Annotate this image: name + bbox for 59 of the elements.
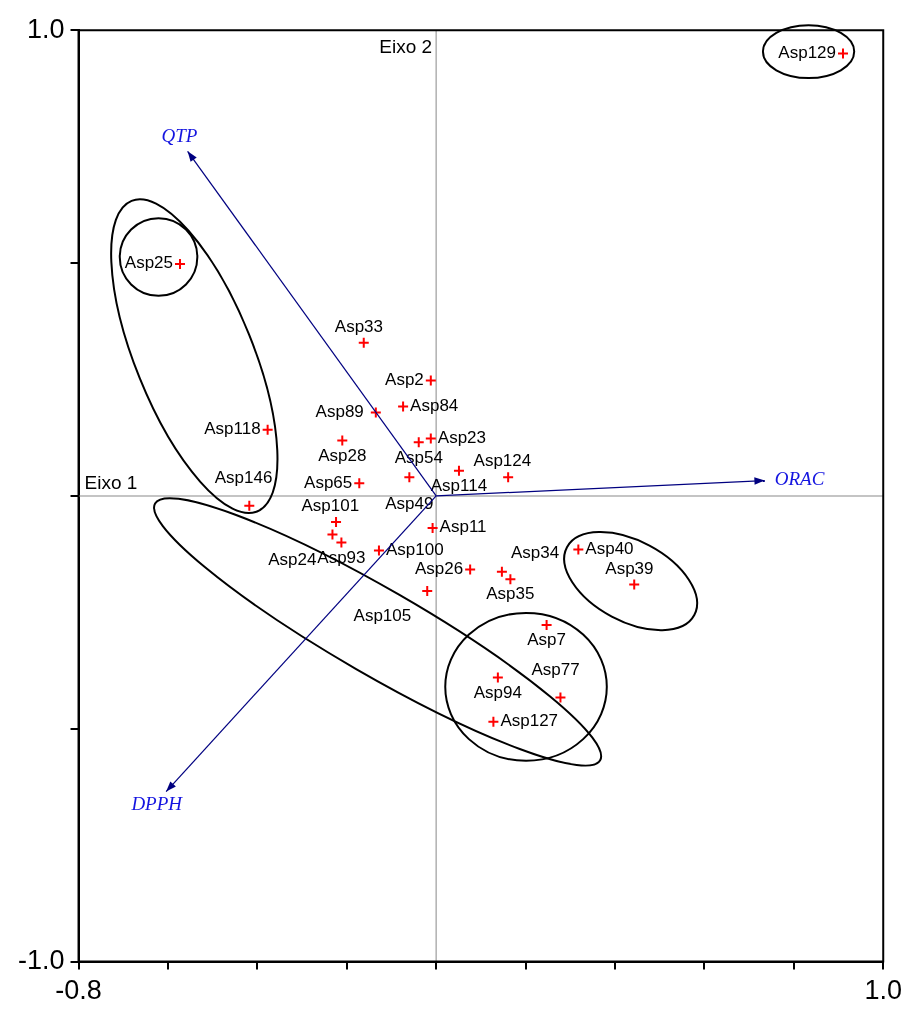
y-tick-label: -1.0 — [17, 945, 65, 976]
data-label: Asp105 — [353, 606, 412, 626]
data-label: Asp65 — [304, 472, 353, 492]
point — [353, 477, 366, 490]
data-label: Asp28 — [318, 445, 367, 465]
point — [397, 400, 410, 413]
data-label: Asp33 — [334, 316, 384, 336]
point — [502, 471, 515, 484]
data-label: Asp129 — [778, 42, 837, 62]
data-label: Asp118 — [204, 418, 261, 438]
point — [335, 536, 348, 549]
point — [464, 563, 477, 576]
data-label: Asp127 — [500, 710, 559, 730]
point — [412, 436, 425, 449]
data-label: Asp34 — [510, 543, 560, 562]
point — [326, 528, 339, 541]
point — [403, 471, 416, 484]
data-label: Asp26 — [414, 558, 464, 578]
point — [424, 432, 437, 445]
x-tick-label: -0.8 — [55, 975, 102, 1006]
data-label: Asp114 — [430, 475, 488, 495]
data-label: Asp94 — [473, 682, 522, 702]
data-label: Asp124 — [473, 451, 532, 471]
data-label: Asp25 — [124, 253, 174, 273]
annotation: ORAC — [774, 467, 825, 489]
point — [572, 543, 585, 556]
point — [487, 715, 500, 728]
point — [369, 406, 382, 419]
data-label: Asp89 — [315, 401, 364, 421]
data-label: Asp23 — [437, 427, 487, 447]
point — [628, 578, 641, 591]
point — [243, 499, 256, 512]
data-label: Asp2 — [385, 369, 424, 389]
point — [336, 434, 349, 447]
point — [554, 691, 567, 704]
data-label: Asp77 — [531, 659, 580, 679]
data-label: Asp35 — [486, 584, 535, 604]
point — [491, 671, 504, 684]
annotation: DPPH — [130, 792, 184, 814]
point — [837, 47, 849, 60]
data-label: Asp84 — [410, 395, 459, 415]
ref-line-label: Eixo 2 — [379, 35, 433, 57]
data-label: Asp7 — [527, 630, 566, 650]
data-label: Asp101 — [301, 496, 360, 516]
point — [424, 374, 437, 387]
point — [261, 423, 274, 436]
data-label: Asp11 — [439, 517, 487, 537]
point — [372, 544, 385, 557]
ref-line-label: Eixo 1 — [84, 471, 138, 493]
data-label: Asp100 — [385, 539, 444, 559]
point — [357, 336, 370, 349]
data-label: Asp24 — [268, 549, 317, 569]
point — [495, 565, 508, 578]
data-label: Asp40 — [585, 538, 634, 558]
annotation: QTP — [161, 124, 198, 146]
data-label: Asp146 — [214, 467, 273, 487]
data-label: Asp39 — [605, 558, 654, 578]
point — [452, 464, 465, 477]
point — [504, 573, 517, 586]
